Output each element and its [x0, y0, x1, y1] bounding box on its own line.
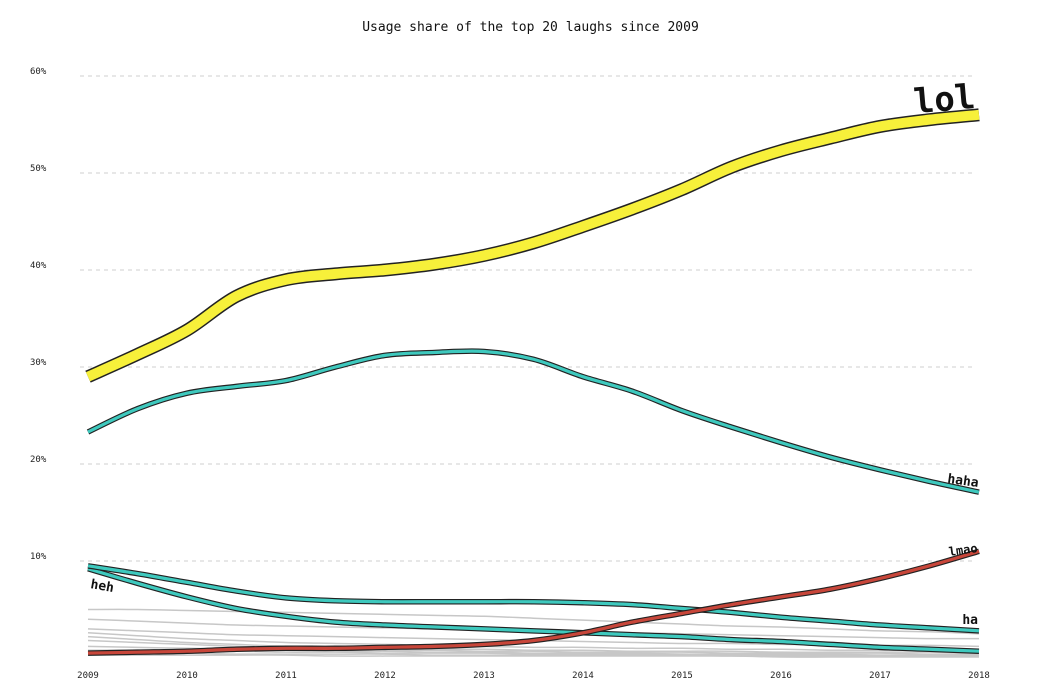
- x-tick-label-2016: 2016: [770, 671, 792, 681]
- y-tick-label-60: 60%: [30, 67, 47, 77]
- y-tick-label-50: 50%: [30, 164, 47, 174]
- x-tick-label-2015: 2015: [671, 671, 693, 681]
- x-tick-label-2014: 2014: [572, 671, 594, 681]
- x-tick-label-2009: 2009: [77, 671, 99, 681]
- series-line-heh: [87, 567, 980, 653]
- other-series-line-9: [88, 652, 979, 657]
- series-outline-haha: [86, 348, 980, 495]
- y-tick-label-20: 20%: [30, 455, 47, 465]
- series-line-lmao: [87, 549, 980, 655]
- series-label-lol: lol: [912, 77, 977, 122]
- x-tick-label-2013: 2013: [473, 671, 495, 681]
- series-label-heh: heh: [89, 577, 115, 596]
- y-tick-label-10: 10%: [30, 552, 47, 562]
- other-series-line-4: [87, 632, 980, 652]
- series-line-ha: [87, 564, 980, 633]
- y-tick-label-40: 40%: [30, 261, 47, 271]
- series-line-lol: [85, 109, 980, 382]
- other-series-line-6: [87, 639, 980, 655]
- other-series-line-10: [88, 654, 979, 658]
- chart-title: Usage share of the top 20 laughs since 2…: [362, 20, 699, 35]
- x-tick-label-2011: 2011: [275, 671, 297, 681]
- x-tick-label-2010: 2010: [176, 671, 198, 681]
- x-tick-label-2018: 2018: [968, 671, 990, 681]
- series-label-lmao: lmao: [948, 541, 979, 559]
- other-series-line-1: [87, 608, 980, 635]
- series-label-ha: ha: [962, 613, 978, 628]
- y-tick-label-30: 30%: [30, 358, 47, 368]
- x-tick-label-2017: 2017: [869, 671, 891, 681]
- series-line-haha: [87, 349, 980, 494]
- x-tick-label-2012: 2012: [374, 671, 396, 681]
- other-series-line-5: [87, 635, 980, 654]
- series-label-haha: haha: [946, 472, 979, 491]
